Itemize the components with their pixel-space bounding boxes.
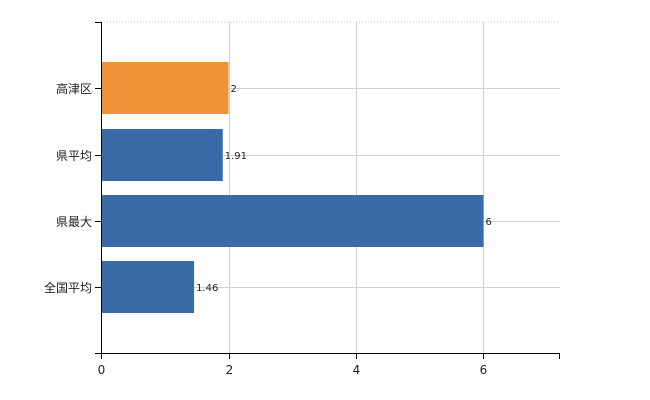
y-tick-label-3: 全国平均 [44, 280, 92, 295]
bar-1 [101, 129, 223, 181]
data-label-1: 1.91 [225, 151, 247, 162]
x-tick-label-0: 0 [98, 363, 106, 377]
y-tick-label-1: 県平均 [56, 149, 92, 163]
bar-0 [101, 62, 229, 114]
data-label-0: 2 [231, 84, 237, 95]
axes [95, 22, 560, 359]
y-tick-label-2: 県最大 [56, 215, 92, 229]
x-tick-label-3: 6 [480, 363, 488, 377]
bar-3 [101, 261, 195, 313]
bar-2 [101, 195, 484, 247]
data-label-3: 1.46 [196, 283, 218, 294]
y-tick-label-0: 高津区 [56, 81, 92, 96]
data-label-2: 6 [486, 217, 492, 228]
bars [101, 62, 484, 313]
x-tick-label-2: 4 [353, 363, 361, 377]
x-tick-label-1: 2 [226, 363, 234, 377]
